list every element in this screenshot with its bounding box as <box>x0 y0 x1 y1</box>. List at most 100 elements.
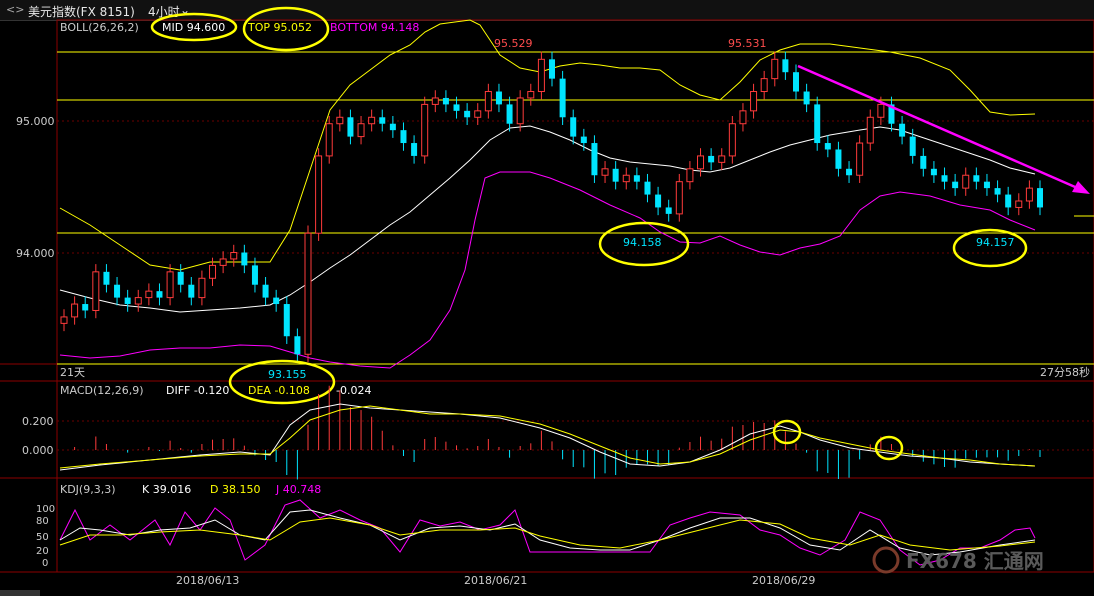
boll-mid-value: MID 94.600 <box>162 21 225 34</box>
candle-body <box>294 336 301 355</box>
candle-body <box>516 97 524 125</box>
candle-body <box>856 142 864 176</box>
candle-body <box>421 103 429 157</box>
kdj-d-value: D 38.150 <box>210 483 260 496</box>
candle-body <box>866 116 874 144</box>
countdown-label: 27分58秒 <box>1040 365 1090 379</box>
highlight-ellipse <box>242 6 330 52</box>
candle-body <box>442 97 449 105</box>
candle-body <box>230 252 238 260</box>
candle-body <box>82 304 89 311</box>
candlestick-series <box>60 51 1043 362</box>
candle-body <box>336 116 344 125</box>
candle-body <box>411 143 418 156</box>
period-label: 21天 <box>60 366 85 379</box>
candle-body <box>1015 200 1023 208</box>
candle-body <box>325 123 333 157</box>
candle-body <box>601 168 609 176</box>
candle-body <box>750 91 758 112</box>
horizontal-scrollbar[interactable] <box>0 590 40 596</box>
boll-bottom-line <box>59 171 1036 369</box>
candle-body <box>124 297 131 305</box>
candle-body <box>962 174 970 189</box>
candle-body <box>262 284 269 298</box>
low-label: 94.158 <box>623 236 662 249</box>
candle-body <box>941 175 948 182</box>
candle-body <box>580 136 587 144</box>
candle-body <box>474 110 482 118</box>
macd-diff-value: DIFF -0.120 <box>166 384 229 397</box>
candle-body <box>973 175 980 182</box>
candle-body <box>251 265 258 285</box>
macd-dea-value: DEA -0.108 <box>248 384 310 397</box>
candle-body <box>835 149 842 169</box>
candle-body <box>177 271 184 285</box>
candle-body <box>495 91 502 105</box>
kdj-j-value: J 40.748 <box>275 483 321 496</box>
kdj-k-line <box>59 509 1036 556</box>
candle-body <box>209 264 217 279</box>
candle-body <box>994 188 1001 195</box>
candle-body <box>60 316 68 324</box>
candle-body <box>899 123 906 137</box>
chevron-down-icon[interactable]: ⌄ <box>180 3 191 17</box>
kdj-k-value: K 39.016 <box>142 483 191 496</box>
candle-body <box>983 181 990 189</box>
trend-arrow-head <box>1072 181 1090 194</box>
highlight-ellipse <box>952 228 1028 268</box>
candle-body <box>793 72 799 92</box>
kdj-title: KDJ(9,3,3) <box>60 483 116 496</box>
candle-body <box>665 207 672 214</box>
boll-mid-line <box>59 125 1036 313</box>
candle-body <box>1005 194 1012 208</box>
candle-body <box>188 284 195 298</box>
macd-value: -0.024 <box>336 384 371 397</box>
candle-body <box>379 117 386 124</box>
kdj-j-line <box>59 499 1036 566</box>
kdj-axis-label: 0 <box>42 558 48 569</box>
candle-body <box>273 297 280 305</box>
boll-title: BOLL(26,26,2) <box>60 21 139 34</box>
candle-body <box>708 155 715 163</box>
candle-body <box>559 78 566 118</box>
instrument-name: 美元指数(FX 8151) <box>28 5 135 19</box>
candle-body <box>909 136 916 156</box>
candle-body <box>570 117 577 137</box>
candle-body <box>1037 188 1043 208</box>
candle-body <box>156 291 163 298</box>
candle-body <box>728 123 736 157</box>
candle-body <box>103 271 110 285</box>
price-axis-label: 94.000 <box>16 247 55 260</box>
candle-body <box>71 303 79 318</box>
candle-body <box>655 194 662 208</box>
candle-body <box>633 175 640 182</box>
candle-body <box>771 58 779 80</box>
kdj-axis-label: 50 <box>36 532 49 543</box>
candle-body <box>697 155 705 170</box>
back-forward-icon[interactable]: <> <box>6 3 25 16</box>
candle-body <box>760 78 768 93</box>
candle-body <box>824 143 831 150</box>
candle-body <box>283 304 290 337</box>
date-axis-label: 2018/06/29 <box>752 574 815 587</box>
highlight-ellipse <box>598 221 690 267</box>
candle-body <box>814 104 821 144</box>
candle-body <box>92 271 100 311</box>
trend-arrow <box>797 64 1083 192</box>
macd-axis-label: 0.200 <box>22 415 54 428</box>
candle-body <box>675 181 683 215</box>
candle-body <box>241 252 248 266</box>
highlight-ellipse <box>150 12 238 42</box>
kdj-axis-label: 20 <box>36 546 49 557</box>
candle-body <box>166 271 174 299</box>
highlight-circle <box>874 435 904 461</box>
candle-body <box>506 104 513 124</box>
candle-body <box>644 181 651 195</box>
candle-body <box>537 58 545 93</box>
candle-body <box>877 103 885 118</box>
kdj-axis-label: 100 <box>36 504 55 515</box>
candle-body <box>888 104 895 124</box>
candle-body <box>803 91 810 105</box>
candle-body <box>368 116 376 125</box>
